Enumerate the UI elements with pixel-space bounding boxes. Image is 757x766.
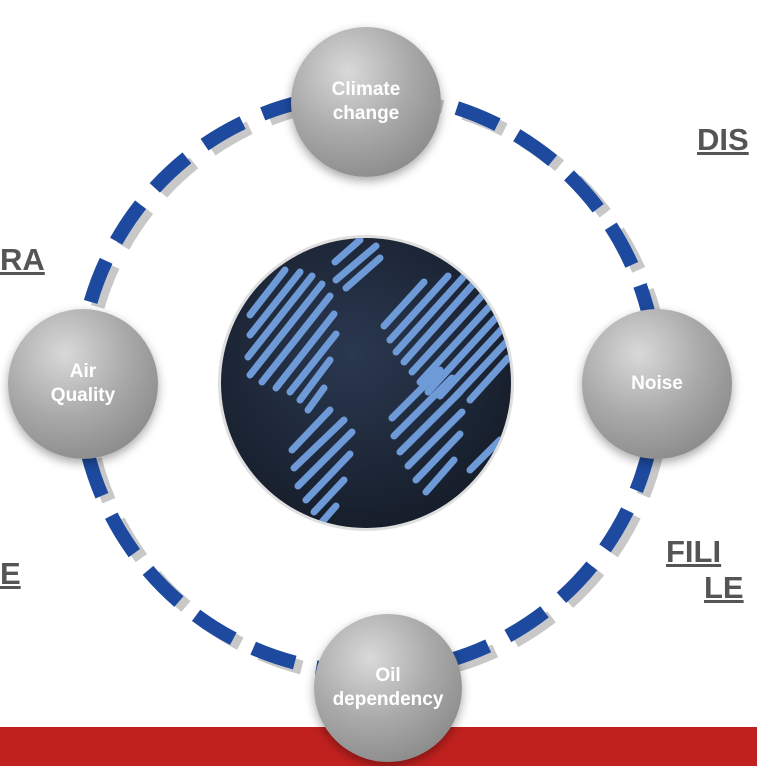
node-noise-line1: Noise — [631, 373, 683, 394]
node-air-line1: Air — [69, 361, 97, 382]
node-oil-dependency: Oil dependency — [314, 614, 462, 762]
node-climate-line2: change — [332, 103, 400, 124]
side-label-right-lower-1: FILI — [666, 534, 722, 569]
node-oil-line2: dependency — [332, 689, 444, 710]
node-air-line2: Quality — [50, 385, 116, 406]
side-label-left-lower: E — [0, 556, 21, 591]
node-climate-line1: Climate — [331, 79, 401, 100]
node-air-quality: Air Quality — [8, 309, 158, 459]
node-oil-line1: Oil — [375, 665, 401, 686]
side-label-left-upper: RA — [0, 242, 45, 277]
globe-icon — [218, 235, 514, 531]
node-climate-change: Climate change — [291, 27, 441, 177]
side-label-right-lower-2: LE — [704, 570, 744, 605]
node-noise: Noise — [582, 309, 732, 459]
side-label-top-right: DIS — [697, 122, 749, 157]
